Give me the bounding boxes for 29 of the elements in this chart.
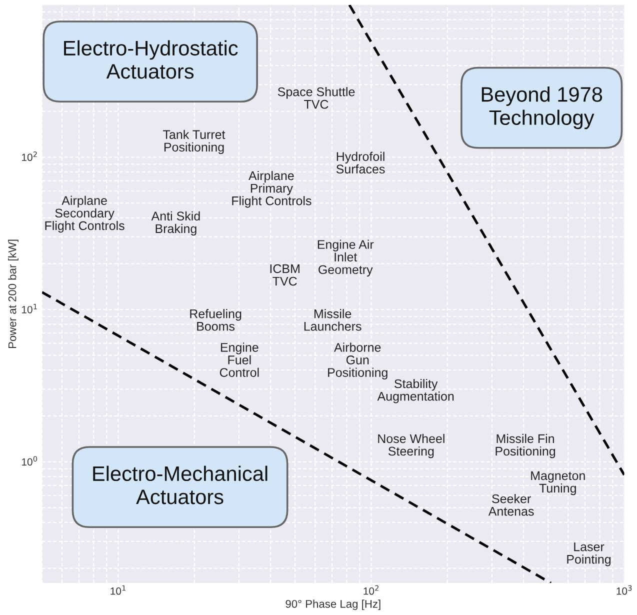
annotation: ICBM TVC xyxy=(270,264,300,286)
y-tick-label: 10$^{0}$ xyxy=(22,456,38,466)
annotation: Magneton Tuning xyxy=(531,471,585,496)
annotation: Nose Wheel Steering xyxy=(378,434,444,458)
annotation: Engine Fuel Control xyxy=(220,342,259,377)
y-axis-title: Power at 200 bar [kW] xyxy=(8,240,18,348)
y-tick-label: 10$^{2}$ xyxy=(22,152,37,162)
annotation: Seeker Antenas xyxy=(488,494,534,516)
annotation: Airborne Gun Positioning xyxy=(328,342,388,380)
annotation: Refueling Booms xyxy=(190,309,242,331)
annotation: Anti Skid Braking xyxy=(151,211,200,236)
y-tick-label: 10$^{1}$ xyxy=(22,304,37,314)
annotation: Laser Pointing xyxy=(567,542,611,566)
x-tick-label: 10$^{3}$ xyxy=(616,585,632,595)
annotation: Stability Augmentation xyxy=(377,378,454,404)
annotation: Electro-Mechanical Actuators xyxy=(93,466,268,504)
annotation: Hydrofoil Surfaces xyxy=(336,152,385,174)
annotation: Space Shuttle TVC xyxy=(278,87,355,109)
annotation: Missile Fin Positioning xyxy=(496,434,556,458)
annotation: Airplane Secondary Flight Controls xyxy=(45,196,124,233)
x-tick-label: 10$^{2}$ xyxy=(364,585,378,595)
x-axis-title: 90° Phase Lag [Hz] xyxy=(286,600,380,610)
annotation: Tank Turret Positioning xyxy=(163,130,226,154)
annotation: Engine Air Inlet Geometry xyxy=(318,240,374,277)
annotation: Beyond 1978 Technology xyxy=(482,86,602,130)
x-tick-label: 10$^{1}$ xyxy=(110,585,126,595)
annotation: Airplane Primary Flight Controls xyxy=(232,170,312,208)
annotation: Missile Launchers xyxy=(304,309,362,331)
annotation: Electro-Hydrostatic Actuators xyxy=(64,40,238,79)
